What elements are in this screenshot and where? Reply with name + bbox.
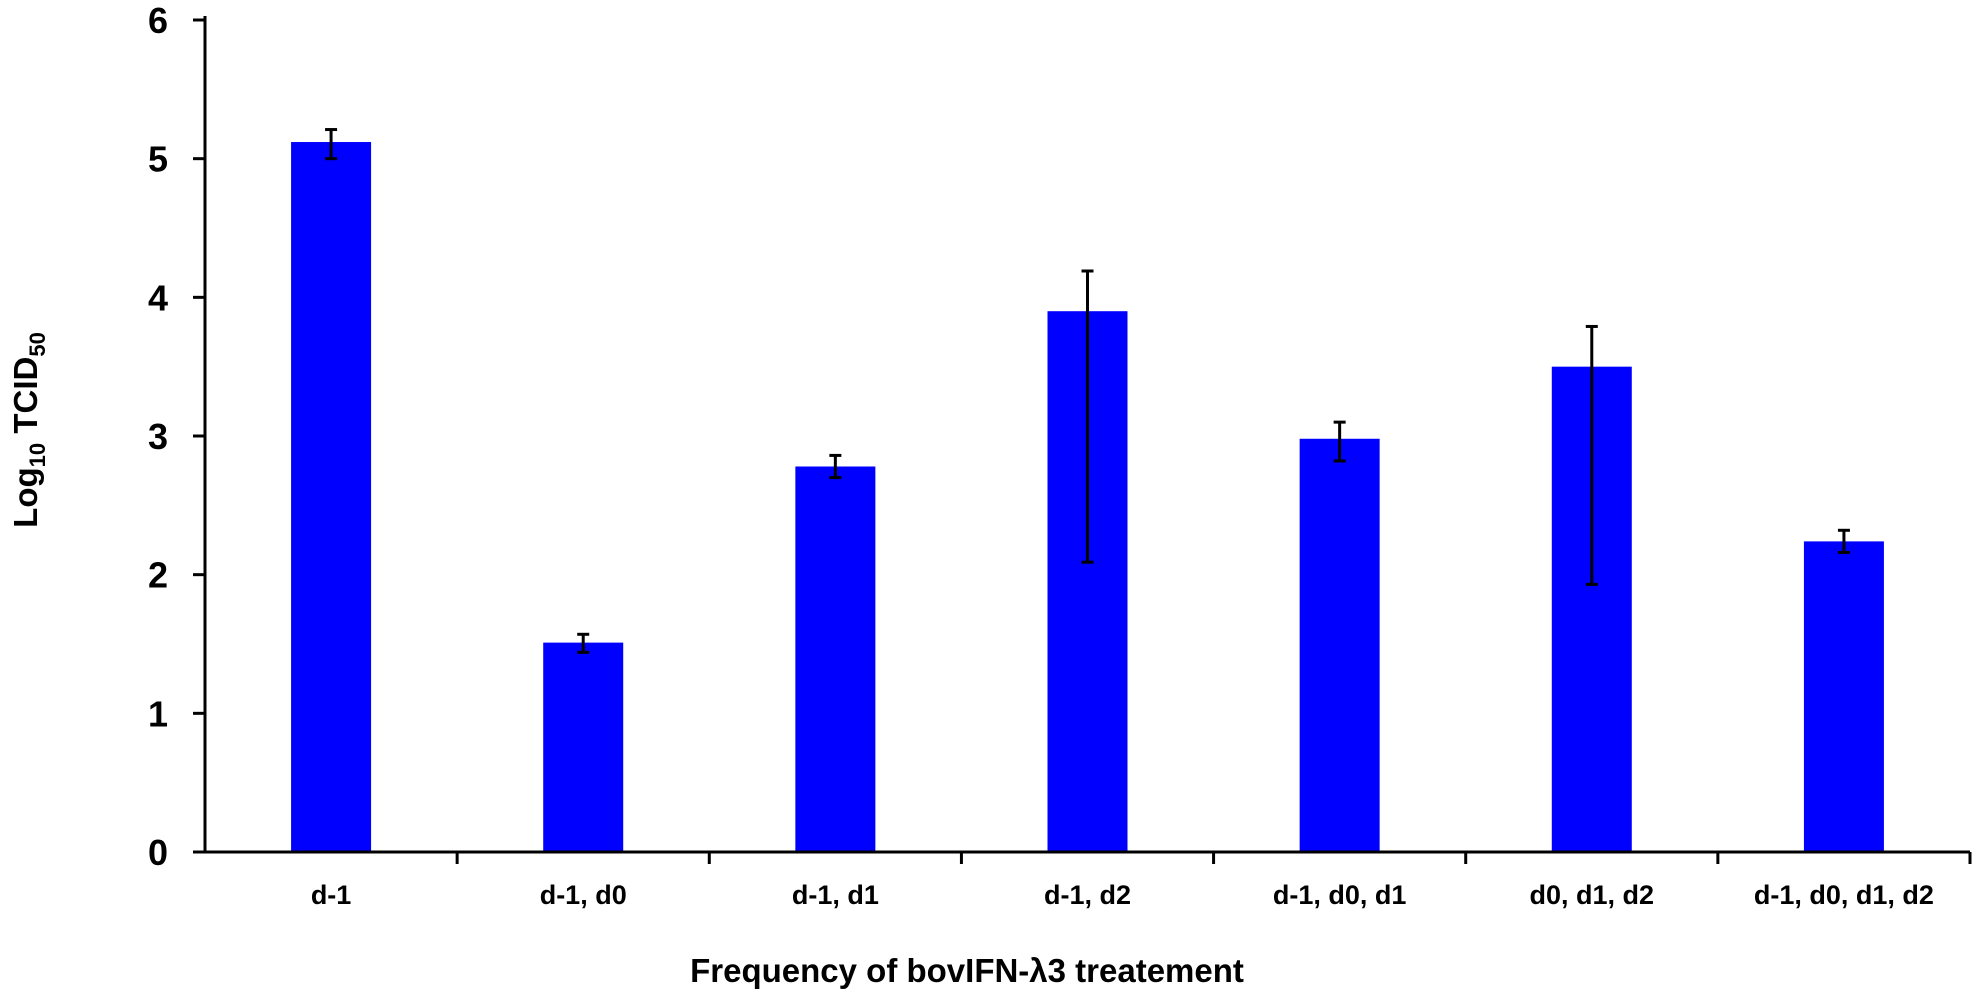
y-axis-title: Log10 TCID50 (7, 332, 50, 528)
x-tick-label: d0, d1, d2 (1530, 880, 1655, 910)
error-bars-group (325, 128, 1850, 654)
x-axis-title: Frequency of bovIFN-λ3 treatement (690, 952, 1244, 989)
x-ticks-group: d-1 d-1, d0 d-1, d1 d-1, d2 d-1, d0, d1 d0, d… (311, 852, 1972, 910)
y-tick-label: 3 (148, 416, 168, 457)
y-tick-label: 6 (148, 0, 168, 41)
x-tick-label: d-1, d1 (792, 880, 879, 910)
x-tick-label: d-1, d2 (1044, 880, 1131, 910)
y-tick-label: 2 (148, 555, 168, 596)
y-ticks-group: 0 1 2 3 4 5 6 (148, 0, 205, 873)
bar (1299, 438, 1380, 852)
y-tick-label: 4 (148, 277, 168, 318)
bar (543, 642, 624, 852)
y-tick-label: 5 (148, 139, 168, 180)
x-tick-label: d-1, d0 (540, 880, 627, 910)
bar (795, 466, 876, 852)
y-tick-label: 0 (148, 832, 168, 873)
y-tick-label: 1 (148, 693, 168, 734)
x-tick-label: d-1 (311, 880, 352, 910)
bar (291, 142, 372, 852)
x-tick-label: d-1, d0, d1 (1273, 880, 1407, 910)
bar (1803, 541, 1884, 852)
x-tick-label: d-1, d0, d1, d2 (1754, 880, 1934, 910)
